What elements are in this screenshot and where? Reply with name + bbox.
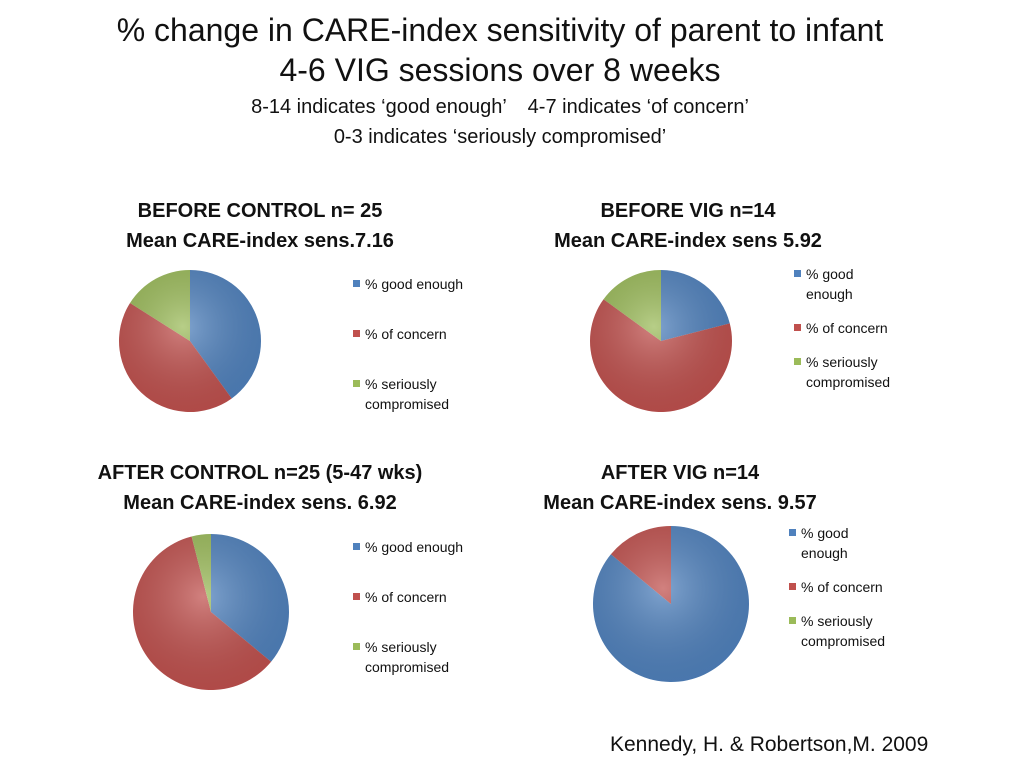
pie-shading — [119, 270, 261, 412]
legend-swatch — [353, 643, 360, 650]
pie-chart-after-control — [133, 534, 289, 690]
pie-shading — [593, 526, 749, 682]
legend-label: compromised — [365, 396, 450, 412]
legend-after-vig: % good enough % of concern % seriously compr… — [789, 523, 885, 651]
legend-swatch — [789, 583, 796, 590]
legend-item-seriously-compromised: % seriously compromised — [789, 611, 885, 651]
legend-item-good-enough: % good enough — [794, 264, 890, 304]
pie-chart-before-vig — [590, 270, 732, 412]
pie-title-line-1: AFTER VIG n=14 — [600, 462, 760, 484]
subtitle-of-concern: 4-7 indicates ‘of concern’ — [527, 96, 749, 118]
slide-header: % change in CARE-index sensitivity of pa… — [0, 10, 1000, 152]
legend-item-seriously-compromised: % seriously compromised — [353, 637, 463, 677]
legend-label: % seriously — [365, 376, 437, 392]
legend-swatch — [789, 617, 796, 624]
pie-chart-before-control — [119, 270, 261, 412]
legend-swatch — [789, 529, 796, 536]
subtitle-good-enough: 8-14 indicates ‘good enough’ — [251, 96, 507, 118]
legend-item-good-enough: % good enough — [789, 523, 885, 563]
legend-label: % seriously — [806, 354, 878, 370]
legend-label: % good — [801, 525, 849, 541]
pie-title-line-1: BEFORE VIG n=14 — [600, 200, 776, 222]
pie-title-line-1: BEFORE CONTROL n= 25 — [137, 200, 383, 222]
pie-title-line-2: Mean CARE-index sens.7.16 — [126, 230, 394, 252]
legend-label: % seriously — [365, 639, 437, 655]
legend-label: compromised — [806, 374, 891, 390]
pie-shading — [133, 534, 289, 690]
legend-swatch — [353, 543, 360, 550]
legend-swatch — [353, 330, 360, 337]
pie-shading — [590, 270, 732, 412]
legend-label: enough — [806, 286, 853, 302]
legend-item-seriously-compromised: % seriously compromised — [353, 374, 463, 414]
legend-label: % of concern — [801, 579, 883, 595]
legend-swatch — [353, 593, 360, 600]
slide-title: % change in CARE-index sensitivity of pa… — [116, 12, 884, 48]
pie-title-line-2: Mean CARE-index sens 5.92 — [554, 230, 822, 252]
legend-swatch — [794, 324, 801, 331]
pie-title-line-1: AFTER CONTROL n=25 (5-47 wks) — [97, 462, 423, 484]
subtitle-line-2: 0-3 indicates ‘seriously compromised’ — [333, 126, 667, 148]
pie-title-line-2: Mean CARE-index sens. 9.57 — [543, 492, 817, 514]
pie-title-after-control: AFTER CONTROL n=25 (5-47 wks) Mean CARE-… — [60, 458, 460, 518]
legend-before-vig: % good enough % of concern % seriously compr… — [794, 264, 890, 392]
legend-label: % of concern — [365, 326, 447, 342]
legend-item-of-concern: % of concern — [789, 577, 885, 597]
pie-title-line-2: Mean CARE-index sens. 6.92 — [123, 492, 397, 514]
legend-label: enough — [801, 545, 848, 561]
pie-title-before-vig: BEFORE VIG n=14 Mean CARE-index sens 5.9… — [488, 196, 888, 256]
legend-before-control: % good enough % of concern % seriously comp… — [353, 274, 463, 414]
legend-item-of-concern: % of concern — [794, 318, 890, 338]
legend-label: compromised — [365, 659, 450, 675]
legend-label: % of concern — [365, 589, 447, 605]
legend-label: % good enough — [365, 276, 464, 292]
legend-label: % of concern — [806, 320, 888, 336]
legend-item-good-enough: % good enough — [353, 537, 463, 557]
pie-title-before-control: BEFORE CONTROL n= 25 Mean CARE-index sen… — [60, 196, 460, 256]
pie-title-after-vig: AFTER VIG n=14 Mean CARE-index sens. 9.5… — [530, 458, 830, 518]
legend-label: % seriously — [801, 613, 873, 629]
legend-swatch — [794, 270, 801, 277]
legend-item-seriously-compromised: % seriously compromised — [794, 352, 890, 392]
legend-item-good-enough: % good enough — [353, 274, 463, 294]
legend-item-of-concern: % of concern — [353, 324, 463, 344]
legend-swatch — [353, 380, 360, 387]
legend-swatch — [353, 280, 360, 287]
legend-after-control: % good enough % of concern % seriously comp… — [353, 537, 463, 677]
citation: Kennedy, H. & Robertson,M. 2009 — [610, 733, 929, 756]
legend-label: % good — [806, 266, 854, 282]
pie-chart-after-vig — [593, 526, 749, 682]
subtitle-line-1: 8-14 indicates ‘good enough’ 4-7 indicat… — [0, 92, 1000, 122]
legend-label: compromised — [801, 633, 886, 649]
legend-label: % good enough — [365, 539, 464, 555]
legend-item-of-concern: % of concern — [353, 587, 463, 607]
legend-swatch — [794, 358, 801, 365]
slide-title-line-2: 4-6 VIG sessions over 8 weeks — [279, 52, 721, 88]
